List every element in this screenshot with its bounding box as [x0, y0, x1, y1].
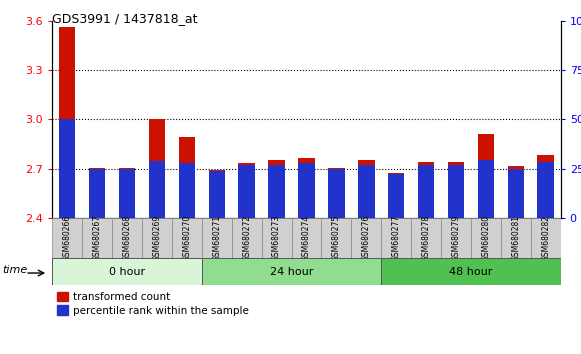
- Bar: [209, 170, 225, 171]
- Bar: [448, 165, 464, 218]
- Bar: [178, 163, 195, 218]
- Bar: [89, 168, 105, 218]
- Text: GSM680267: GSM680267: [92, 215, 102, 261]
- Bar: [238, 163, 255, 165]
- Bar: [268, 165, 285, 218]
- Bar: [209, 171, 225, 218]
- Bar: [537, 155, 554, 162]
- Bar: [478, 134, 494, 160]
- Bar: [119, 168, 135, 218]
- FancyBboxPatch shape: [82, 218, 112, 258]
- Bar: [448, 162, 464, 218]
- Legend: transformed count, percentile rank within the sample: transformed count, percentile rank withi…: [58, 292, 249, 315]
- FancyBboxPatch shape: [232, 218, 261, 258]
- Bar: [358, 160, 375, 165]
- FancyBboxPatch shape: [381, 258, 561, 285]
- Bar: [89, 168, 105, 169]
- FancyBboxPatch shape: [202, 218, 232, 258]
- FancyBboxPatch shape: [52, 258, 202, 285]
- Bar: [478, 134, 494, 218]
- Text: GSM680269: GSM680269: [152, 215, 162, 261]
- Text: GSM680280: GSM680280: [482, 215, 490, 261]
- Bar: [508, 166, 524, 169]
- Bar: [298, 159, 315, 163]
- Bar: [119, 169, 135, 218]
- FancyBboxPatch shape: [411, 218, 441, 258]
- Text: 0 hour: 0 hour: [109, 267, 145, 277]
- Bar: [418, 165, 435, 218]
- FancyBboxPatch shape: [52, 218, 82, 258]
- FancyBboxPatch shape: [321, 218, 352, 258]
- Text: GSM680270: GSM680270: [182, 215, 191, 261]
- Bar: [508, 169, 524, 218]
- Bar: [537, 155, 554, 218]
- FancyBboxPatch shape: [352, 218, 381, 258]
- Bar: [328, 168, 345, 169]
- Bar: [537, 162, 554, 218]
- Bar: [59, 27, 76, 119]
- Bar: [478, 160, 494, 218]
- FancyBboxPatch shape: [112, 218, 142, 258]
- Bar: [448, 162, 464, 165]
- Bar: [149, 119, 165, 218]
- Bar: [268, 160, 285, 165]
- Bar: [328, 168, 345, 218]
- FancyBboxPatch shape: [172, 218, 202, 258]
- Bar: [358, 160, 375, 218]
- Bar: [328, 169, 345, 218]
- Text: GSM680271: GSM680271: [212, 215, 221, 261]
- FancyBboxPatch shape: [261, 218, 292, 258]
- Text: 48 hour: 48 hour: [449, 267, 493, 277]
- Text: GSM680278: GSM680278: [422, 215, 431, 261]
- Bar: [238, 165, 255, 218]
- Text: GSM680266: GSM680266: [63, 215, 71, 261]
- Bar: [418, 162, 435, 218]
- Bar: [298, 159, 315, 218]
- Text: time: time: [3, 266, 28, 275]
- Bar: [238, 163, 255, 218]
- Bar: [418, 162, 435, 165]
- Bar: [149, 161, 165, 218]
- Bar: [388, 173, 404, 174]
- Text: GSM680275: GSM680275: [332, 215, 341, 261]
- Text: GSM680279: GSM680279: [451, 215, 461, 261]
- Bar: [268, 160, 285, 218]
- Text: GSM680281: GSM680281: [511, 215, 521, 261]
- FancyBboxPatch shape: [381, 218, 411, 258]
- Text: 24 hour: 24 hour: [270, 267, 313, 277]
- Text: GSM680276: GSM680276: [362, 215, 371, 261]
- Bar: [59, 27, 76, 218]
- Bar: [388, 174, 404, 218]
- FancyBboxPatch shape: [531, 218, 561, 258]
- Text: GSM680268: GSM680268: [123, 215, 131, 261]
- FancyBboxPatch shape: [202, 258, 381, 285]
- Bar: [388, 173, 404, 218]
- Bar: [149, 119, 165, 161]
- FancyBboxPatch shape: [142, 218, 172, 258]
- Text: GSM680273: GSM680273: [272, 215, 281, 261]
- FancyBboxPatch shape: [501, 218, 531, 258]
- Bar: [298, 163, 315, 218]
- Bar: [59, 119, 76, 218]
- FancyBboxPatch shape: [292, 218, 321, 258]
- Bar: [358, 165, 375, 218]
- Bar: [119, 168, 135, 169]
- Text: GDS3991 / 1437818_at: GDS3991 / 1437818_at: [52, 12, 198, 25]
- Bar: [89, 169, 105, 218]
- Bar: [508, 166, 524, 218]
- FancyBboxPatch shape: [441, 218, 471, 258]
- FancyBboxPatch shape: [471, 218, 501, 258]
- Text: GSM680274: GSM680274: [302, 215, 311, 261]
- Bar: [178, 137, 195, 218]
- Text: GSM680277: GSM680277: [392, 215, 401, 261]
- Bar: [178, 137, 195, 163]
- Text: GSM680272: GSM680272: [242, 215, 251, 261]
- Text: GSM680282: GSM680282: [541, 215, 550, 261]
- Bar: [209, 170, 225, 218]
